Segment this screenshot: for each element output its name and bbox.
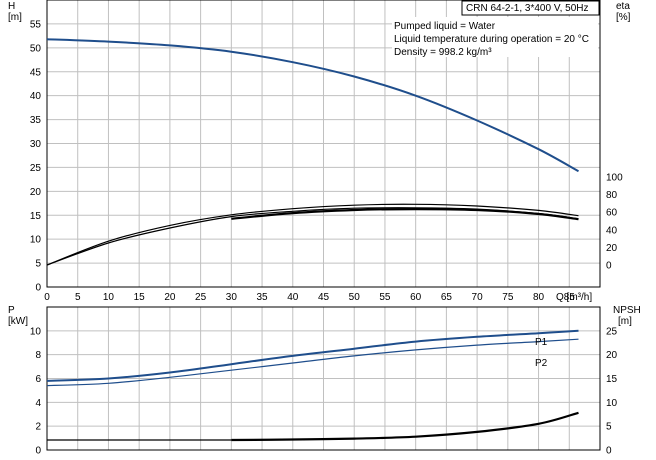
bottom-curves bbox=[46, 329, 579, 442]
bottom-curve-p1 bbox=[46, 329, 579, 382]
x-tick-label-17: 85 bbox=[564, 292, 576, 303]
top-y-tick-label-7: 35 bbox=[30, 115, 42, 126]
bottom-curve-p2 bbox=[46, 338, 579, 387]
top-y-tick-label-10: 50 bbox=[30, 43, 42, 54]
title-box bbox=[461, 0, 600, 16]
x-tick-label-3: 15 bbox=[134, 292, 146, 303]
x-tick-label-6: 30 bbox=[226, 292, 238, 303]
top-y2-axis-label-line1: eta bbox=[616, 1, 630, 12]
top-y-tick-label-11: 55 bbox=[30, 19, 42, 30]
bottom-y-tick-label-0: 0 bbox=[35, 446, 41, 457]
top-plot-frame bbox=[46, 0, 601, 288]
bottom-y2-axis-label-line2: [m] bbox=[618, 316, 632, 327]
x-tick-label-0: 0 bbox=[44, 292, 50, 303]
bottom-curve-3 bbox=[231, 411, 579, 442]
bottom-y-tick-label-4: 8 bbox=[35, 350, 41, 361]
bottom-y2-tick-label-0: 0 bbox=[606, 446, 612, 457]
x-tick-label-16: 80 bbox=[533, 292, 545, 303]
bottom-y-tick-label-3: 6 bbox=[35, 374, 41, 385]
top-y-tick-label-2: 10 bbox=[30, 235, 42, 246]
top-y-tick-label-4: 20 bbox=[30, 187, 42, 198]
top-y-tick-label-6: 30 bbox=[30, 139, 42, 150]
bottom-y-tick-label-2: 4 bbox=[35, 398, 41, 409]
top-y-tick-label-3: 15 bbox=[30, 211, 42, 222]
x-tick-label-8: 40 bbox=[287, 292, 299, 303]
bottom-y-axis-label-line1: P bbox=[8, 305, 15, 316]
annotation-box bbox=[392, 17, 598, 57]
x-tick-label-10: 50 bbox=[349, 292, 361, 303]
top-y2-tick-label-3: 60 bbox=[606, 208, 618, 219]
x-tick-label-5: 25 bbox=[195, 292, 207, 303]
top-y2-tick-label-1: 20 bbox=[606, 243, 618, 254]
top-y-tick-label-1: 5 bbox=[35, 259, 41, 270]
bottom-y2-tick-label-4: 20 bbox=[606, 350, 618, 361]
x-tick-label-9: 45 bbox=[318, 292, 330, 303]
top-y2-tick-label-4: 80 bbox=[606, 190, 618, 201]
annotation-pumped-liquid: Pumped liquid = Water bbox=[394, 21, 496, 32]
x-tick-label-11: 55 bbox=[379, 292, 391, 303]
legend-label-p1: P1 bbox=[535, 337, 548, 348]
chart-title: CRN 64-2-1, 3*400 V, 50Hz bbox=[466, 3, 588, 14]
bottom-y-axis-label-line2: [kW] bbox=[8, 316, 28, 327]
top-tick-labels: 0 5 10 15 20 25 30 35 40 45 50 55 60 65 70 75 80 85 0 5 10 15… bbox=[30, 19, 623, 303]
top-curve-3 bbox=[231, 207, 579, 221]
top-y-tick-label-8: 40 bbox=[30, 91, 42, 102]
bottom-y-tick-label-1: 2 bbox=[35, 422, 41, 433]
x-tick-label-13: 65 bbox=[441, 292, 453, 303]
top-y2-tick-label-5: 100 bbox=[606, 173, 623, 184]
x-axis-label: Q [m³/h] bbox=[556, 292, 592, 303]
top-curve-0 bbox=[46, 38, 579, 173]
x-tick-label-4: 20 bbox=[164, 292, 176, 303]
annotation-density: Density = 998.2 kg/m³ bbox=[394, 47, 492, 58]
legend-label-p2: P2 bbox=[535, 358, 548, 369]
x-tick-label-14: 70 bbox=[472, 292, 484, 303]
x-tick-label-7: 35 bbox=[256, 292, 268, 303]
top-y-axis-label-line1: H bbox=[8, 1, 15, 12]
top-y2-tick-label-2: 40 bbox=[606, 225, 618, 236]
top-curve-1 bbox=[46, 203, 579, 266]
bottom-y2-tick-label-3: 15 bbox=[606, 374, 618, 385]
top-curves bbox=[46, 38, 579, 266]
bottom-y2-tick-label-2: 10 bbox=[606, 398, 618, 409]
x-tick-label-1: 5 bbox=[75, 292, 81, 303]
bottom-grid bbox=[47, 307, 600, 450]
top-y-tick-label-9: 45 bbox=[30, 67, 42, 78]
top-y-tick-label-5: 25 bbox=[30, 163, 42, 174]
bottom-y-tick-label-5: 10 bbox=[30, 326, 42, 337]
annotation-liquid-temperature: Liquid temperature during operation = 20… bbox=[394, 34, 589, 45]
x-tick-label-2: 10 bbox=[103, 292, 115, 303]
x-tick-label-15: 75 bbox=[502, 292, 514, 303]
top-y-tick-label-0: 0 bbox=[35, 283, 41, 294]
bottom-y2-tick-label-1: 5 bbox=[606, 422, 612, 433]
x-tick-label-12: 60 bbox=[410, 292, 422, 303]
bottom-plot-frame bbox=[46, 306, 601, 451]
top-y2-tick-label-0: 0 bbox=[606, 261, 612, 272]
bottom-y2-tick-label-5: 25 bbox=[606, 326, 618, 337]
top-y2-axis-label-line2: [%] bbox=[616, 12, 631, 23]
bottom-tick-labels: 0 2 4 6 8 10 0 5 10 15 20 25 bbox=[30, 326, 618, 456]
top-y-axis-label-line2: [m] bbox=[8, 12, 22, 23]
bottom-y2-axis-label-line1: NPSH bbox=[613, 305, 641, 316]
